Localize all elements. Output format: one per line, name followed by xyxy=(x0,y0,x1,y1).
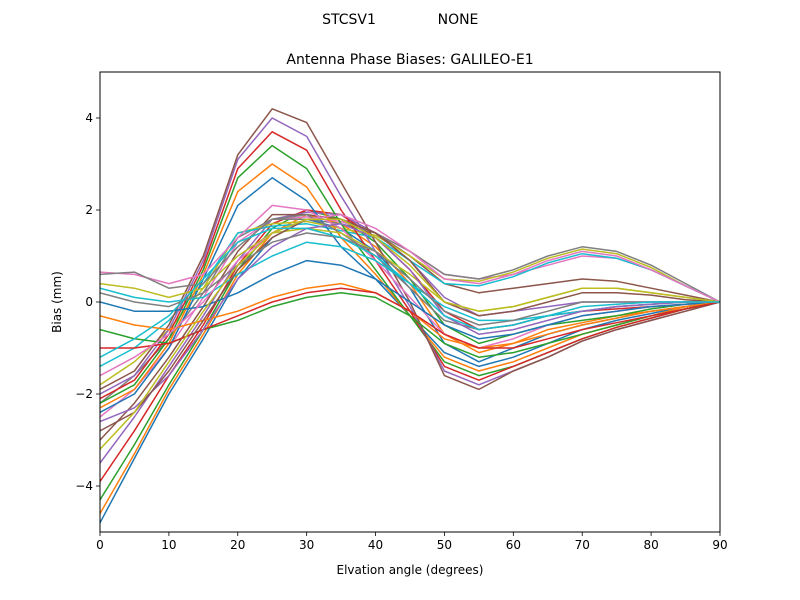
y-axis: −4 −2 0 2 4 xyxy=(75,111,100,493)
plot-series-layer xyxy=(100,108,720,524)
x-tick-label: 40 xyxy=(368,538,383,552)
y-tick-label: 4 xyxy=(85,111,93,125)
figure-suptitle-right: NONE xyxy=(438,12,479,28)
series-line-30 xyxy=(100,227,720,358)
x-tick-label: 0 xyxy=(96,538,104,552)
y-tick-label: −2 xyxy=(75,387,93,401)
series-line-26 xyxy=(100,218,720,432)
y-tick-label: 0 xyxy=(85,295,93,309)
figure-suptitle-left: STCSV1 xyxy=(322,12,376,28)
x-tick-label: 30 xyxy=(299,538,314,552)
x-tick-label: 10 xyxy=(161,538,176,552)
x-tick-label: 50 xyxy=(437,538,452,552)
y-tick-label: 2 xyxy=(85,203,93,217)
x-tick-label: 90 xyxy=(712,538,727,552)
series-line-21 xyxy=(100,259,720,340)
series-line-25 xyxy=(100,223,720,423)
x-axis-label: Elvation angle (degrees) xyxy=(337,563,484,577)
y-tick-label: −4 xyxy=(75,479,93,493)
series-line-5 xyxy=(100,211,720,464)
series-line-29 xyxy=(100,218,720,450)
series-line-28 xyxy=(100,232,720,326)
x-tick-label: 70 xyxy=(575,538,590,552)
chart-title: Antenna Phase Biases: GALILEO-E1 xyxy=(286,52,533,68)
y-axis-label: Bias (mm) xyxy=(50,271,64,333)
x-tick-label: 60 xyxy=(506,538,521,552)
x-axis: 0 10 20 30 40 50 60 70 80 90 xyxy=(96,532,728,552)
x-tick-label: 80 xyxy=(643,538,658,552)
series-line-27 xyxy=(100,213,720,377)
x-tick-label: 20 xyxy=(230,538,245,552)
